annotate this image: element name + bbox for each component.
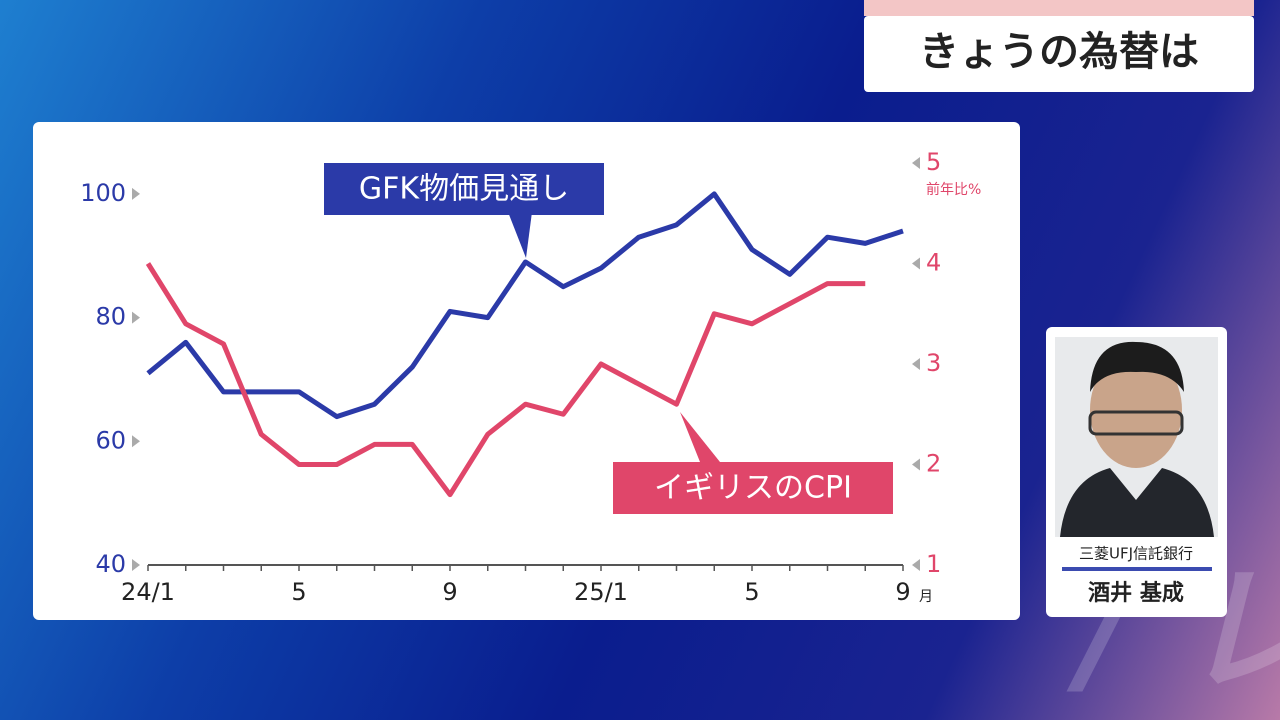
y2-tick-label: 4 [926, 249, 941, 277]
y2-tick-label: 3 [926, 349, 941, 377]
x-tick-label: 5 [291, 578, 306, 606]
header-bar [864, 0, 1254, 16]
y2-tick-mark [912, 358, 920, 370]
header-card [864, 16, 1254, 92]
y-tick-mark [132, 187, 140, 200]
header-title: きょうの為替は [919, 29, 1199, 75]
legend-box [613, 462, 893, 514]
legend-label: GFK物価見通し [359, 172, 569, 207]
y2-axis-label: 前年比% [926, 181, 981, 198]
y2-tick-mark [912, 559, 920, 571]
series-line [146, 191, 904, 420]
y2-tick-label: 1 [926, 550, 941, 578]
y2-tick-label: 5 [926, 148, 941, 176]
y-tick-mark [132, 559, 140, 571]
legend-box [324, 163, 604, 215]
y2-tick-mark [912, 157, 920, 169]
y2-tick-mark [912, 257, 920, 270]
callout-pointer [508, 212, 532, 258]
y-tick-label: 80 [95, 303, 126, 331]
y2-tick-label: 2 [926, 450, 941, 478]
x-unit: 月 [919, 589, 933, 605]
legend-label: イギリスのCPI [654, 471, 852, 506]
callout-pointer [680, 412, 720, 462]
photo-suit [1060, 468, 1214, 537]
photo-hair [1090, 341, 1184, 392]
presenter-organization: 三菱UFJ信託銀行 [1079, 545, 1193, 563]
y2-tick-mark [912, 458, 920, 471]
photo-face [1090, 352, 1182, 468]
y-tick-label: 100 [80, 179, 126, 207]
y-tick-mark [132, 311, 140, 324]
x-tick-label: 25/1 [574, 578, 628, 606]
presenter-divider [1062, 567, 1212, 571]
series-line [145, 262, 866, 498]
presenter-name: 酒井 基成 [1088, 581, 1184, 606]
x-tick-label: 5 [744, 578, 759, 606]
x-tick-label: 24/1 [121, 578, 175, 606]
y-tick-label: 40 [95, 550, 126, 578]
photo-glasses [1088, 410, 1184, 436]
x-tick-label: 9 [442, 578, 457, 606]
x-tick-label: 9 [895, 578, 910, 606]
y-tick-label: 60 [95, 426, 126, 454]
y-tick-mark [132, 435, 140, 448]
